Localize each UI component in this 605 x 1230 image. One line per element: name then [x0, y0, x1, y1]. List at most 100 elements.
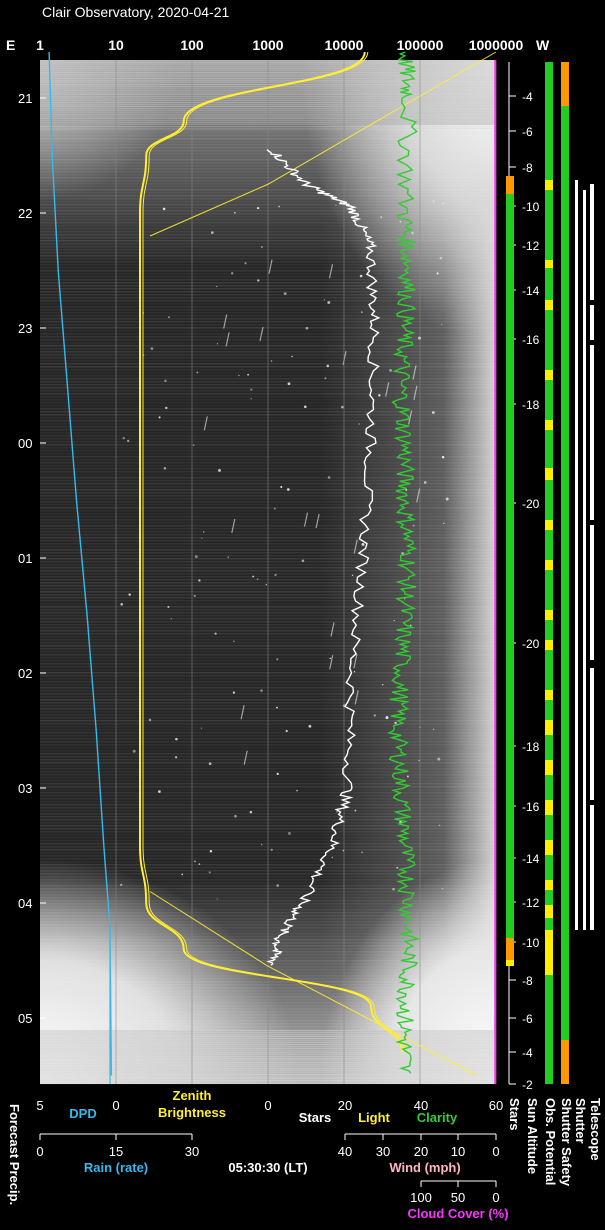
right-bar-label: Shutter Safety	[559, 1098, 574, 1187]
sky-star	[406, 775, 409, 778]
sky-star	[148, 718, 152, 722]
sky-star	[150, 347, 154, 350]
sky-star	[323, 299, 326, 301]
sky-star	[209, 850, 213, 853]
stars-label: Stars	[299, 1110, 332, 1125]
right-bar-label: Telescope	[588, 1098, 603, 1161]
star-trail	[413, 385, 418, 401]
row1-tick: 0	[112, 1098, 119, 1113]
clarity-line	[386, 51, 421, 1074]
obs-green-segment	[545, 570, 553, 610]
obs-green-segment	[545, 620, 553, 640]
light-line-bottom	[149, 891, 478, 1076]
clarity-label: Clarity	[417, 1110, 458, 1125]
sky-star	[227, 556, 229, 558]
sky-star	[276, 658, 279, 661]
top-tick-label: 100000	[397, 37, 444, 53]
sky-star	[208, 871, 211, 874]
sky-star	[158, 790, 161, 793]
sky-star	[308, 724, 312, 728]
star-trail	[412, 365, 417, 380]
sun-tick-label: -14	[522, 852, 540, 866]
sky-star	[373, 714, 377, 717]
sky-star	[351, 574, 354, 576]
rain-tick-label: 30	[185, 1144, 199, 1159]
star-trail	[353, 654, 358, 669]
obs-green-segment	[545, 815, 553, 840]
row1-tick: 5	[36, 1098, 43, 1113]
sun-tick-label: -2	[522, 1078, 533, 1092]
sky-star	[175, 737, 178, 741]
sky-star	[361, 542, 365, 546]
sky-star	[193, 594, 196, 598]
sky-star	[401, 552, 404, 555]
star-trail	[259, 326, 264, 342]
time-label: 05:30:30 (LT)	[228, 1160, 307, 1175]
telescope-segment	[590, 668, 594, 800]
sky-star	[394, 721, 397, 725]
sky-star	[331, 856, 333, 859]
sun-tick-label: -8	[522, 161, 533, 175]
star-trail	[353, 539, 358, 554]
sun-tick-label: -10	[522, 936, 540, 950]
obs-green-segment	[545, 918, 553, 930]
sky-star	[441, 887, 444, 890]
sky-star	[432, 728, 435, 730]
sky-star	[270, 360, 273, 362]
zenith-brightness-line-2	[142, 51, 406, 1053]
telescope-segment	[590, 345, 594, 520]
sky-star	[260, 843, 263, 846]
sky-star	[232, 691, 235, 694]
sky-star	[423, 481, 427, 484]
sky-star	[341, 405, 344, 409]
sky-star	[192, 444, 195, 446]
wind-tick-label: 30	[376, 1144, 390, 1159]
sky-star	[392, 887, 395, 891]
row1-tick: 60	[489, 1098, 503, 1113]
sky-star	[208, 762, 212, 766]
east-label: E	[6, 37, 15, 53]
star-trail	[416, 488, 421, 503]
obs-green-segment	[545, 430, 553, 468]
sky-star	[438, 824, 441, 827]
sky-star	[216, 898, 218, 900]
light-line-top	[149, 51, 497, 237]
sky-star	[432, 200, 435, 203]
zenith-brightness-line	[138, 51, 404, 1053]
sky-star	[120, 603, 123, 606]
sky-star	[201, 537, 203, 539]
star-trail	[203, 416, 208, 431]
row1-tick: 0	[264, 1098, 271, 1113]
sky-star	[164, 379, 167, 383]
sky-star	[252, 575, 255, 578]
rain-tick-label: 0	[36, 1144, 43, 1159]
sky-star	[198, 863, 201, 865]
sun-tick-label: -20	[522, 497, 540, 511]
sky-star	[327, 301, 331, 304]
obs-green-segment	[545, 530, 553, 560]
shutter-safety-bar	[561, 62, 569, 1084]
sky-star	[270, 848, 273, 851]
sky-star	[249, 810, 253, 814]
row1-tick: 20	[338, 1098, 352, 1113]
stars-line	[266, 149, 381, 966]
series-layer	[48, 51, 497, 1084]
star-trail	[354, 690, 359, 705]
telescope-segment	[590, 525, 594, 660]
sky-star	[165, 406, 168, 410]
sky-star	[287, 382, 291, 386]
rain-label: Rain (rate)	[84, 1160, 148, 1175]
sky-star	[286, 488, 290, 491]
star-trail	[328, 264, 334, 279]
shutter-bar	[575, 180, 586, 930]
stars-bar	[506, 176, 514, 966]
sky-star	[296, 789, 298, 792]
sky-star	[256, 578, 259, 581]
star-trail	[240, 705, 245, 720]
sky-star	[437, 757, 441, 761]
chart-title: Clair Observatory, 2020-04-21	[42, 4, 229, 20]
sky-star	[250, 398, 252, 400]
sky-star	[361, 311, 363, 313]
obs-green-segment	[545, 975, 553, 1084]
right-bar-label: Stars	[507, 1098, 522, 1131]
